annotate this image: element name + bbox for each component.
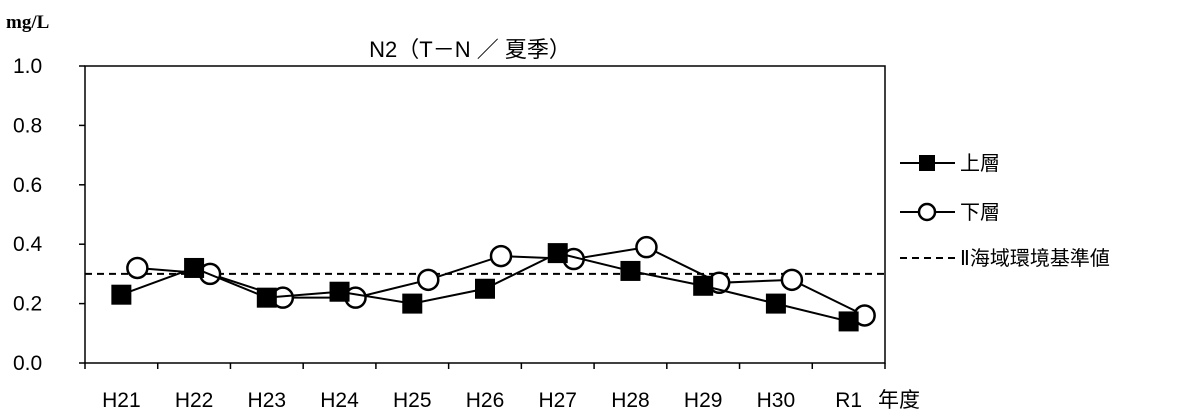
data-point bbox=[329, 281, 350, 302]
legend-label: 上層 bbox=[960, 152, 1000, 175]
data-point bbox=[765, 293, 786, 314]
series-layer bbox=[111, 235, 876, 332]
x-tick-label: H23 bbox=[248, 389, 287, 412]
x-tick-label: H22 bbox=[175, 389, 214, 412]
y-tick-label: 0.2 bbox=[13, 293, 42, 316]
x-tick-label: H24 bbox=[320, 389, 359, 412]
data-point bbox=[126, 256, 149, 280]
series-lower-layer bbox=[126, 235, 876, 327]
x-tick-label: H30 bbox=[757, 389, 796, 412]
legend-item-0: 上層 bbox=[900, 152, 1000, 175]
data-point bbox=[838, 311, 859, 332]
data-point bbox=[635, 235, 658, 259]
plot-area bbox=[84, 65, 886, 364]
x-tick-label: H26 bbox=[466, 389, 505, 412]
data-point bbox=[402, 293, 423, 314]
chart-title: N2（T－N ／ 夏季） bbox=[369, 37, 571, 62]
legend-item-reference: Ⅱ海域環境基準値 bbox=[900, 247, 1110, 270]
legend-marker bbox=[919, 155, 935, 171]
legend-label: 下層 bbox=[960, 202, 1000, 224]
y-tick-label: 0.6 bbox=[13, 174, 42, 197]
data-point bbox=[475, 278, 495, 299]
data-point bbox=[620, 260, 641, 281]
data-point bbox=[780, 268, 804, 292]
data-point bbox=[256, 287, 277, 308]
legend-marker bbox=[917, 202, 937, 222]
series-upper-layer bbox=[111, 243, 859, 332]
data-point bbox=[547, 243, 568, 264]
legend-item-1: 下層 bbox=[900, 202, 1000, 224]
y-axis-unit: mg/L bbox=[6, 12, 49, 33]
x-axis: H21 H22 H23 H24 H25 H26 H27 H28 H29 H30 R1 bbox=[84, 363, 886, 412]
x-tick-label: H27 bbox=[538, 389, 577, 412]
data-point bbox=[417, 268, 440, 292]
data-point bbox=[184, 257, 205, 278]
x-tick-label: H21 bbox=[102, 389, 141, 412]
y-tick-label: 0.4 bbox=[13, 233, 43, 256]
x-tick-label: R1 bbox=[835, 389, 862, 412]
x-tick-label: H25 bbox=[393, 389, 432, 412]
data-point bbox=[111, 284, 132, 305]
y-tick-label: 1.0 bbox=[13, 55, 42, 78]
x-axis-label: 年度 bbox=[878, 389, 920, 412]
y-tick-label: 0.8 bbox=[13, 114, 42, 137]
legend-label: Ⅱ海域環境基準値 bbox=[960, 247, 1110, 270]
x-tick-label: H29 bbox=[684, 389, 723, 412]
y-tick-label: 0.0 bbox=[13, 352, 42, 375]
data-point bbox=[489, 244, 513, 268]
data-point bbox=[693, 275, 714, 296]
y-axis: 0.0 0.2 0.4 0.6 0.8 1.0 bbox=[13, 55, 85, 375]
x-tick-label: H28 bbox=[611, 389, 650, 412]
